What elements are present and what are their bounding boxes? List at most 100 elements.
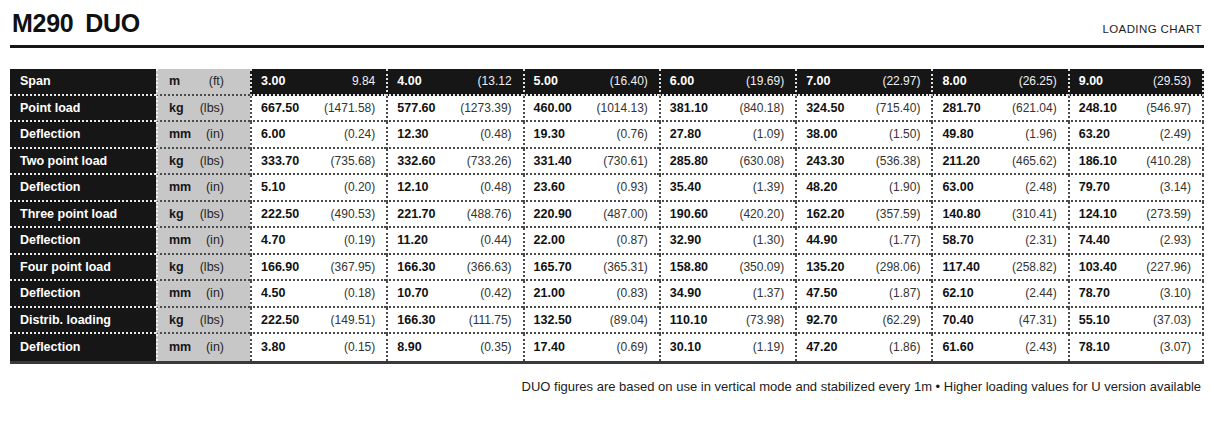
row-units: mm (in) xyxy=(156,175,250,202)
topbar: M290DUO LOADING CHART xyxy=(10,2,1204,45)
data-cell: 61.60(2.43) xyxy=(931,334,1067,361)
imperial-unit: (in) xyxy=(206,340,224,354)
metric-value: 3.00 xyxy=(261,74,285,88)
data-cell: 23.60(0.93) xyxy=(523,175,659,202)
metric-value: 11.20 xyxy=(397,233,428,247)
row-label: Three point load xyxy=(10,202,156,229)
imperial-unit: (lbs) xyxy=(200,260,224,274)
metric-value: 70.40 xyxy=(942,313,973,327)
metric-value: 103.40 xyxy=(1079,260,1117,274)
data-cell: 248.10(546.97) xyxy=(1068,96,1204,123)
data-cell: 132.50(89.04) xyxy=(523,308,659,335)
data-cell: 243.30(536.38) xyxy=(795,149,931,176)
imperial-unit: (in) xyxy=(206,233,224,247)
metric-value: 124.10 xyxy=(1079,207,1117,221)
imperial-value: (366.63) xyxy=(467,260,512,274)
imperial-value: (3.07) xyxy=(1160,340,1191,354)
imperial-unit: (in) xyxy=(206,180,224,194)
metric-value: 117.40 xyxy=(942,260,980,274)
imperial-value: (273.59) xyxy=(1146,207,1191,221)
imperial-unit: (lbs) xyxy=(200,313,224,327)
metric-value: 332.60 xyxy=(397,154,435,168)
metric-value: 35.40 xyxy=(670,180,701,194)
metric-value: 132.50 xyxy=(534,313,572,327)
imperial-value: (0.69) xyxy=(616,340,647,354)
imperial-value: (1014.13) xyxy=(596,101,647,115)
imperial-value: (19.69) xyxy=(746,74,784,88)
metric-value: 23.60 xyxy=(534,180,565,194)
row-label: Deflection xyxy=(10,175,156,202)
imperial-value: (0.20) xyxy=(344,180,375,194)
data-cell: 333.70(735.68) xyxy=(250,149,386,176)
table-row: Two point load kg (lbs) 333.70(735.68)33… xyxy=(10,149,1204,176)
imperial-value: (298.06) xyxy=(876,260,921,274)
imperial-unit: (lbs) xyxy=(200,101,224,115)
imperial-value: (0.35) xyxy=(480,340,511,354)
data-cell: 5.10(0.20) xyxy=(250,175,386,202)
imperial-value: (0.48) xyxy=(480,180,511,194)
metric-unit: mm xyxy=(169,233,191,247)
data-cell: 166.30(111.75) xyxy=(386,308,522,335)
metric-value: 166.30 xyxy=(397,260,435,274)
data-cell: 3.80(0.15) xyxy=(250,334,386,361)
imperial-value: (2.48) xyxy=(1025,180,1056,194)
data-cell: 10.70(0.42) xyxy=(386,281,522,308)
metric-value: 6.00 xyxy=(670,74,694,88)
imperial-value: (1.39) xyxy=(753,180,784,194)
data-cell: 186.10(410.28) xyxy=(1068,149,1204,176)
metric-value: 222.50 xyxy=(261,207,299,221)
metric-value: 12.10 xyxy=(397,180,428,194)
data-cell: 7.00(22.97) xyxy=(795,69,931,96)
imperial-value: (1.19) xyxy=(753,340,784,354)
metric-value: 92.70 xyxy=(806,313,837,327)
row-units: kg (lbs) xyxy=(156,96,250,123)
imperial-value: (490.53) xyxy=(331,207,376,221)
data-cell: 211.20(465.62) xyxy=(931,149,1067,176)
imperial-value: (73.98) xyxy=(746,313,784,327)
metric-value: 110.10 xyxy=(670,313,708,327)
metric-value: 62.10 xyxy=(942,286,973,300)
data-cell: 19.30(0.76) xyxy=(523,122,659,149)
data-cell: 38.00(1.50) xyxy=(795,122,931,149)
metric-value: 30.10 xyxy=(670,340,701,354)
imperial-value: (0.15) xyxy=(344,340,375,354)
imperial-value: 9.84 xyxy=(352,74,375,88)
imperial-value: (0.87) xyxy=(616,233,647,247)
metric-value: 211.20 xyxy=(942,154,980,168)
imperial-value: (365.31) xyxy=(603,260,648,274)
metric-value: 4.50 xyxy=(261,286,285,300)
data-cell: 6.00 (19.69) xyxy=(659,69,795,96)
title-variant: DUO xyxy=(85,9,140,37)
metric-value: 8.00 xyxy=(942,74,966,88)
metric-value: 324.50 xyxy=(806,101,844,115)
imperial-value: (16.40) xyxy=(610,74,648,88)
data-cell: 332.60(733.26) xyxy=(386,149,522,176)
table-row: Three point load kg (lbs) 222.50 (490.53)… xyxy=(10,202,1204,229)
page: M290DUO LOADING CHART Span m (ft) 3.009.… xyxy=(0,0,1214,396)
imperial-value: (1.87) xyxy=(889,286,920,300)
row-units: mm (in) xyxy=(156,281,250,308)
table-row: Point load kg (lbs) 667.50(1471.58)577.6… xyxy=(10,96,1204,123)
data-cell: 34.90(1.37) xyxy=(659,281,795,308)
imperial-value: (357.59) xyxy=(876,207,921,221)
metric-value: 63.20 xyxy=(1079,127,1110,141)
data-cell: 110.10 (73.98) xyxy=(659,308,795,335)
data-cell: 47.20(1.86) xyxy=(795,334,931,361)
metric-value: 10.70 xyxy=(397,286,428,300)
imperial-unit: (ft) xyxy=(209,74,224,88)
data-cell: 460.00(1014.13) xyxy=(523,96,659,123)
row-label: Two point load xyxy=(10,149,156,176)
table-row: Deflection mm (in) 4.50(0.18)10.70(0.42)… xyxy=(10,281,1204,308)
imperial-value: (0.48) xyxy=(480,127,511,141)
imperial-unit: (in) xyxy=(206,286,224,300)
data-cell: 4.50(0.18) xyxy=(250,281,386,308)
imperial-value: (310.41) xyxy=(1012,207,1057,221)
imperial-value: (1.37) xyxy=(753,286,784,300)
data-cell: 78.10(3.07) xyxy=(1068,334,1204,361)
data-cell: 166.30 (366.63) xyxy=(386,255,522,282)
data-cell: 3.00 9.84 xyxy=(250,69,386,96)
row-units: kg (lbs) xyxy=(156,202,250,229)
metric-value: 220.90 xyxy=(534,207,572,221)
data-cell: 27.80(1.09) xyxy=(659,122,795,149)
data-cell: 79.70(3.14) xyxy=(1068,175,1204,202)
